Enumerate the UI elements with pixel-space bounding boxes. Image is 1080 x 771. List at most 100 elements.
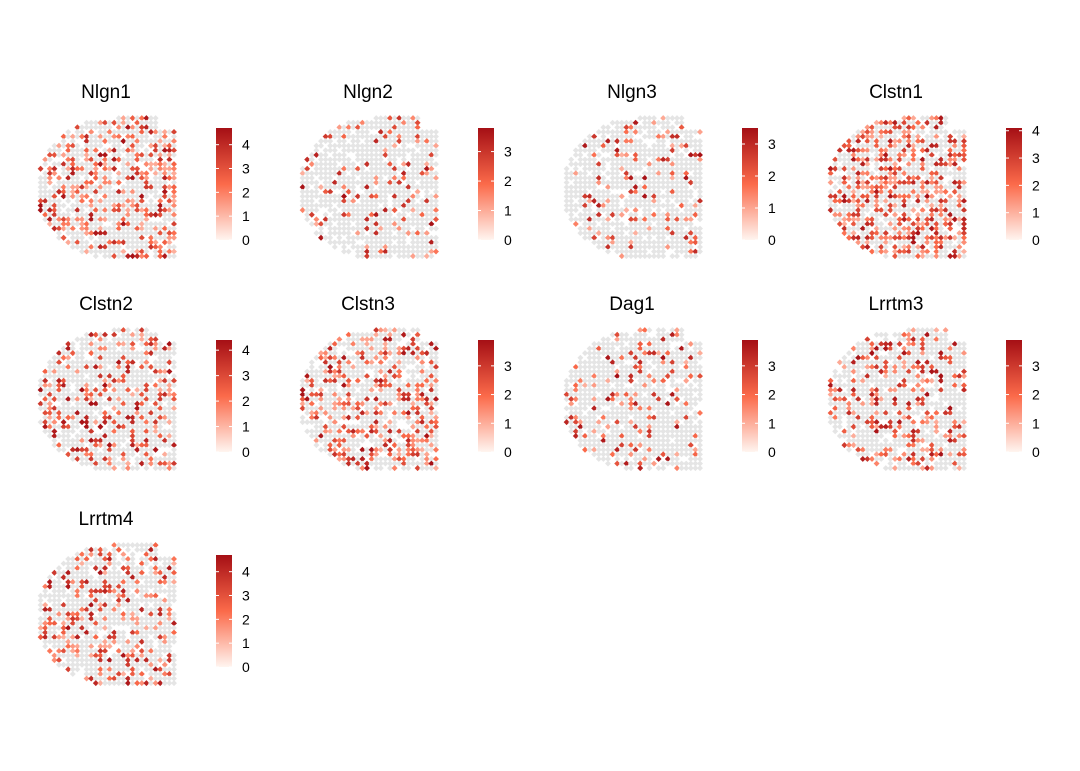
spot [157, 220, 164, 227]
spot [368, 151, 375, 158]
spot [92, 174, 99, 181]
spot [359, 156, 366, 163]
spot [143, 188, 150, 195]
spot [125, 225, 131, 232]
spot [410, 165, 416, 172]
spot [92, 161, 99, 168]
spot [345, 124, 352, 131]
spot [368, 179, 375, 186]
spot [120, 128, 127, 135]
spot [111, 179, 118, 186]
spot [331, 170, 338, 177]
spot [111, 119, 118, 126]
spot [111, 138, 118, 145]
spot [129, 230, 136, 237]
spot [341, 165, 347, 172]
spot [88, 225, 95, 232]
spot [60, 446, 67, 453]
spot [97, 211, 104, 218]
spot [79, 165, 85, 172]
spot [74, 188, 81, 195]
spot [92, 253, 99, 260]
spot [433, 248, 439, 255]
spot [161, 211, 168, 218]
spot [887, 239, 894, 246]
legend-tick-label: 4 [242, 342, 250, 358]
spot [69, 230, 76, 237]
spot [414, 128, 421, 135]
spot [74, 423, 81, 430]
spot [373, 124, 380, 131]
spot [161, 170, 168, 177]
spot [391, 147, 398, 154]
spot [115, 138, 122, 145]
spot [171, 133, 177, 140]
spot [152, 128, 159, 135]
spot [423, 151, 430, 158]
spot [115, 253, 122, 260]
spot [359, 142, 366, 149]
spot [171, 184, 177, 191]
spot [377, 161, 384, 168]
spot [79, 188, 85, 195]
spot [125, 165, 131, 172]
spot [97, 128, 104, 135]
spot [313, 207, 320, 214]
spot [138, 138, 145, 145]
spot [364, 184, 370, 191]
spot [148, 128, 154, 135]
spot [152, 161, 159, 168]
spot [138, 119, 145, 126]
spot [152, 446, 159, 453]
spot [396, 184, 403, 191]
spot [88, 216, 95, 223]
spot [92, 165, 99, 172]
spot [134, 179, 141, 186]
spot [134, 216, 141, 223]
spot [102, 184, 108, 191]
spot [79, 211, 85, 218]
spot [134, 151, 141, 158]
spot [102, 197, 108, 204]
spot [148, 211, 154, 218]
legend-tick-label: 0 [504, 232, 512, 248]
spot [143, 465, 150, 472]
spot [143, 133, 150, 140]
spot [92, 220, 99, 227]
spot [79, 225, 85, 232]
spot [111, 202, 118, 209]
spot [414, 115, 421, 122]
spot [79, 128, 85, 135]
spot [428, 151, 435, 158]
spot [143, 119, 150, 126]
spot [400, 161, 407, 168]
panel-title: Clstn3 [341, 294, 395, 315]
spot [377, 165, 384, 172]
spot [410, 179, 416, 186]
spot [125, 133, 131, 140]
spot [400, 128, 407, 135]
spot [106, 248, 113, 255]
spot [65, 170, 72, 177]
spot [382, 128, 389, 135]
spot [79, 216, 85, 223]
spot [161, 230, 168, 237]
spot [143, 128, 150, 135]
spot [97, 207, 104, 214]
spot [138, 124, 145, 131]
spot [410, 156, 416, 163]
spot [313, 142, 320, 149]
spot [138, 230, 145, 237]
spot [336, 128, 343, 135]
spot [69, 151, 76, 158]
spot [157, 174, 164, 181]
spot [138, 207, 145, 214]
spot [92, 197, 99, 204]
spot [115, 119, 122, 126]
spot [341, 179, 347, 186]
spot [129, 174, 136, 181]
spot [152, 230, 159, 237]
spot [864, 243, 871, 250]
spot [350, 161, 357, 168]
